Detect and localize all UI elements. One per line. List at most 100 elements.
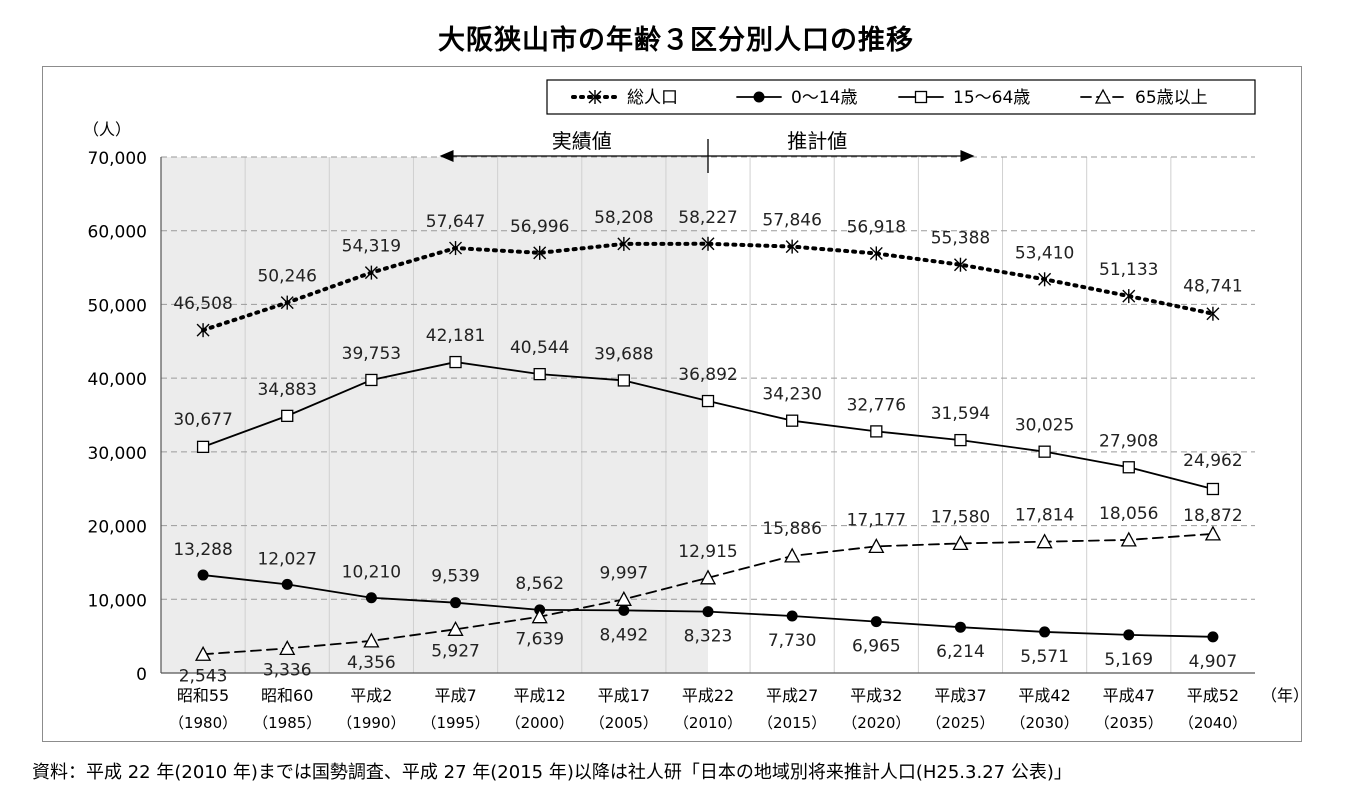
data-point [450, 597, 462, 609]
x-tick-label: 平成42 [1018, 686, 1070, 705]
line-chart: 0 10,000 20,000 30,000 40,000 50,000 60,000 70,… [83, 79, 1301, 732]
chart-title: 大阪狭山市の年齢３区分別人口の推移 [438, 25, 914, 56]
data-point [702, 606, 714, 618]
y-tick-label: 50,000 [88, 296, 147, 316]
data-point [1039, 626, 1051, 638]
data-point [786, 610, 798, 622]
data-label: 57,647 [426, 212, 485, 232]
data-label: 42,181 [426, 326, 485, 346]
data-label: 53,410 [1015, 243, 1074, 263]
x-tick-year: （1985） [253, 714, 321, 732]
y-tick-label: 20,000 [88, 518, 147, 538]
data-label: 55,388 [931, 229, 990, 249]
data-label: 32,776 [847, 395, 906, 415]
data-label: 8,492 [600, 625, 649, 645]
data-point [281, 578, 293, 590]
data-point [617, 374, 630, 387]
period-arrow-head-right [960, 150, 975, 162]
legend-label: 15～64歳 [953, 88, 1030, 108]
x-axis-unit: （年） [1261, 686, 1301, 705]
x-tick-year: （2040） [1179, 714, 1247, 732]
x-tick-year: （2010） [674, 714, 742, 732]
data-point [197, 569, 209, 581]
x-tick-label: 昭和60 [261, 686, 313, 705]
data-label: 56,918 [847, 217, 906, 237]
data-label: 2,543 [179, 666, 228, 686]
data-label: 17,814 [1015, 506, 1074, 526]
y-tick-label: 60,000 [88, 223, 147, 243]
data-label: 12,027 [257, 549, 316, 569]
data-label: 56,996 [510, 217, 569, 237]
data-label: 6,214 [936, 642, 985, 662]
data-label: 5,927 [431, 641, 480, 661]
data-label: 46,508 [173, 294, 232, 314]
legend-marker [914, 90, 928, 104]
data-point [1123, 629, 1135, 641]
data-label: 5,571 [1020, 647, 1069, 667]
data-point [449, 355, 462, 369]
data-label: 58,227 [678, 208, 737, 228]
data-label: 34,883 [257, 380, 316, 400]
data-point [701, 394, 715, 408]
legend-label: 総人口 [627, 88, 678, 108]
data-label: 51,133 [1099, 260, 1158, 280]
data-label: 54,319 [342, 237, 401, 257]
data-label: 18,056 [1099, 504, 1158, 524]
data-point [699, 569, 717, 585]
x-tick-year: （1995） [421, 714, 489, 732]
x-tick-label: 平成12 [514, 686, 566, 705]
data-label: 5,169 [1104, 650, 1153, 670]
x-tick-year: （2025） [926, 714, 994, 732]
data-label: 13,288 [173, 540, 232, 560]
x-tick-label: 平成22 [682, 686, 734, 705]
legend-label: 0～14歳 [791, 88, 857, 108]
data-point [1207, 631, 1219, 643]
data-point [1120, 531, 1137, 547]
data-label: 27,908 [1099, 431, 1158, 451]
actual-period-shade [161, 157, 708, 673]
data-point [363, 632, 380, 648]
data-label: 7,730 [768, 631, 817, 651]
x-tick-year: （1990） [337, 714, 405, 732]
data-label: 17,177 [847, 510, 906, 530]
data-label: 50,246 [257, 267, 316, 287]
data-point [870, 616, 882, 628]
y-tick-label: 10,000 [88, 591, 147, 611]
data-label: 8,323 [684, 627, 733, 647]
data-point [531, 608, 548, 624]
data-label: 4,356 [347, 653, 396, 673]
data-point [447, 620, 464, 636]
actual-period-label: 実績値 [552, 129, 612, 153]
x-tick-label: 平成2 [350, 686, 392, 705]
period-arrow-head-left [439, 150, 454, 162]
data-label: 34,230 [762, 385, 821, 405]
x-tick-label: 昭和55 [177, 686, 229, 705]
data-label: 4,907 [1189, 652, 1238, 672]
estimate-period-label: 推計値 [787, 129, 847, 153]
x-tick-year: （2015） [758, 714, 826, 732]
y-tick-label: 0 [136, 665, 147, 685]
data-label: 48,741 [1183, 277, 1242, 297]
data-label: 15,886 [762, 519, 821, 539]
data-label: 3,336 [263, 660, 312, 680]
x-tick-label: 平成17 [598, 686, 650, 705]
data-point [870, 425, 883, 438]
data-label: 24,962 [1183, 451, 1242, 471]
x-tick-year: （2020） [842, 714, 910, 732]
data-point [868, 538, 885, 554]
legend-label: 65歳以上 [1135, 88, 1208, 108]
data-point [279, 640, 296, 656]
y-axis-unit: （人） [83, 120, 131, 139]
source-note: 資料：平成 22 年(2010 年)までは国勢調査、平成 27 年(2015 年… [32, 762, 1072, 783]
data-point [365, 592, 377, 604]
data-label: 40,544 [510, 338, 569, 358]
data-label: 8,562 [515, 574, 564, 594]
data-point [196, 440, 210, 454]
y-tick-label: 40,000 [88, 370, 147, 390]
x-tick-year: （2000） [506, 714, 574, 732]
data-label: 31,594 [931, 404, 990, 424]
data-point [618, 604, 630, 616]
data-label: 9,997 [600, 563, 649, 583]
chart-frame: 0 10,000 20,000 30,000 40,000 50,000 60,000 70,… [42, 66, 1302, 742]
data-label: 30,677 [173, 410, 232, 430]
